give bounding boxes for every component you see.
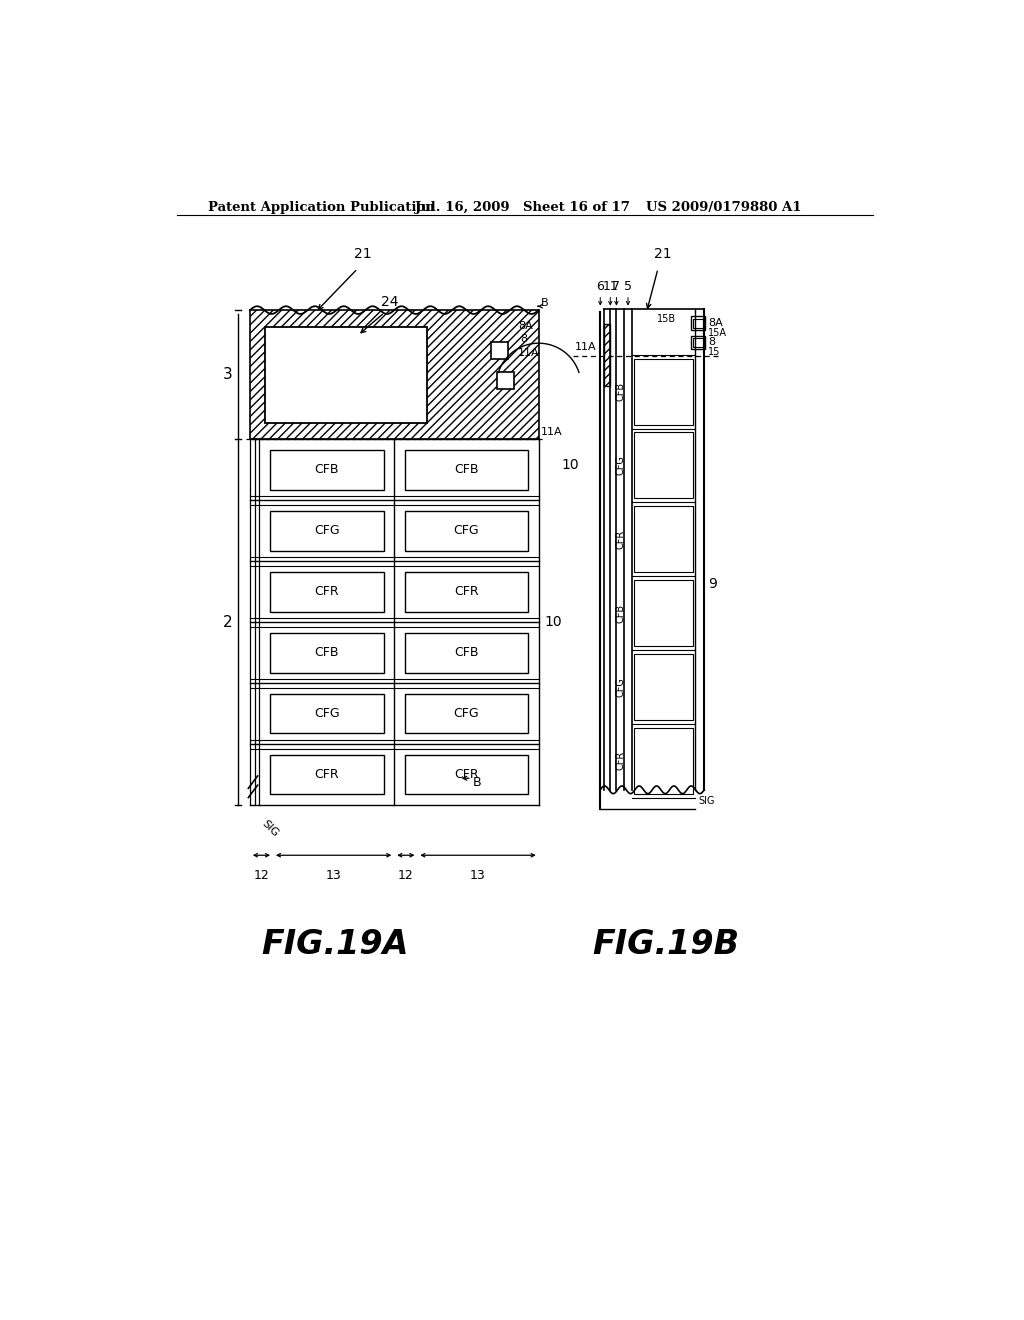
Text: 15: 15 — [708, 347, 721, 358]
Text: 6: 6 — [596, 280, 604, 293]
Text: SIG: SIG — [698, 796, 716, 807]
Bar — [270, 511, 384, 550]
Bar — [270, 634, 384, 672]
Text: US 2009/0179880 A1: US 2009/0179880 A1 — [646, 201, 802, 214]
Text: 21: 21 — [654, 247, 672, 261]
Bar — [270, 694, 384, 734]
Text: 15A: 15A — [708, 329, 727, 338]
Bar — [265, 327, 427, 422]
Text: CFB: CFB — [615, 381, 626, 401]
Text: CFR: CFR — [314, 585, 339, 598]
Text: CFG: CFG — [454, 524, 479, 537]
Text: CFB: CFB — [455, 647, 479, 659]
Bar — [406, 572, 528, 611]
Bar — [406, 634, 528, 672]
Text: 12: 12 — [398, 869, 414, 882]
Text: 8: 8 — [520, 334, 527, 345]
Text: CFG: CFG — [615, 677, 626, 697]
Bar — [693, 338, 702, 347]
Text: 8A: 8A — [518, 321, 532, 331]
Text: 24: 24 — [381, 294, 398, 309]
Text: 13: 13 — [470, 869, 486, 882]
Bar — [490, 342, 508, 359]
Text: 10: 10 — [545, 615, 562, 630]
Text: SIG: SIG — [260, 818, 281, 838]
Text: 5: 5 — [624, 280, 632, 293]
Text: CFB: CFB — [314, 463, 339, 477]
Text: 3: 3 — [222, 367, 232, 383]
Text: B: B — [541, 298, 549, 308]
Text: 10: 10 — [562, 458, 580, 473]
Bar — [270, 572, 384, 611]
Text: CFB: CFB — [615, 603, 626, 623]
Bar — [406, 450, 528, 490]
Text: CFG: CFG — [615, 455, 626, 475]
Text: 2: 2 — [223, 615, 232, 630]
Bar — [634, 506, 692, 573]
Bar — [634, 579, 692, 645]
Text: FIG.19A: FIG.19A — [261, 928, 409, 961]
Text: Patent Application Publication: Patent Application Publication — [208, 201, 434, 214]
Text: CFB: CFB — [455, 463, 479, 477]
Text: CFR: CFR — [615, 751, 626, 771]
Text: 11A: 11A — [518, 348, 540, 358]
Bar — [406, 694, 528, 734]
Bar — [406, 755, 528, 795]
Text: CFG: CFG — [454, 708, 479, 721]
Text: 9: 9 — [708, 577, 717, 591]
Text: CFB: CFB — [314, 647, 339, 659]
Text: 8: 8 — [708, 338, 715, 347]
Bar — [250, 310, 539, 440]
Text: 15B: 15B — [656, 314, 676, 325]
Bar — [497, 372, 514, 389]
Text: 12: 12 — [254, 869, 269, 882]
Bar — [604, 323, 610, 385]
Text: 11A: 11A — [541, 428, 562, 437]
Text: CFR: CFR — [615, 529, 626, 549]
Text: CFR: CFR — [455, 585, 479, 598]
Text: CFR: CFR — [314, 768, 339, 781]
Text: 21: 21 — [354, 247, 372, 261]
Bar — [634, 359, 692, 425]
Text: CFG: CFG — [314, 708, 340, 721]
Bar — [406, 511, 528, 550]
Text: Sheet 16 of 17: Sheet 16 of 17 — [523, 201, 630, 214]
Text: CFG: CFG — [314, 524, 340, 537]
Text: B: B — [473, 776, 481, 788]
Text: Jul. 16, 2009: Jul. 16, 2009 — [416, 201, 510, 214]
Text: FIG.19B: FIG.19B — [593, 928, 739, 961]
Bar — [270, 450, 384, 490]
Text: 11A: 11A — [574, 342, 596, 352]
Bar — [270, 755, 384, 795]
Bar — [634, 727, 692, 793]
Bar — [691, 335, 705, 350]
Text: 13: 13 — [326, 869, 342, 882]
Bar — [691, 317, 705, 330]
Text: CFR: CFR — [455, 768, 479, 781]
Text: 7: 7 — [612, 280, 621, 293]
Bar — [693, 318, 702, 327]
Bar — [634, 653, 692, 719]
Text: 11: 11 — [602, 280, 618, 293]
Text: 8A: 8A — [708, 318, 723, 329]
Bar — [634, 433, 692, 499]
